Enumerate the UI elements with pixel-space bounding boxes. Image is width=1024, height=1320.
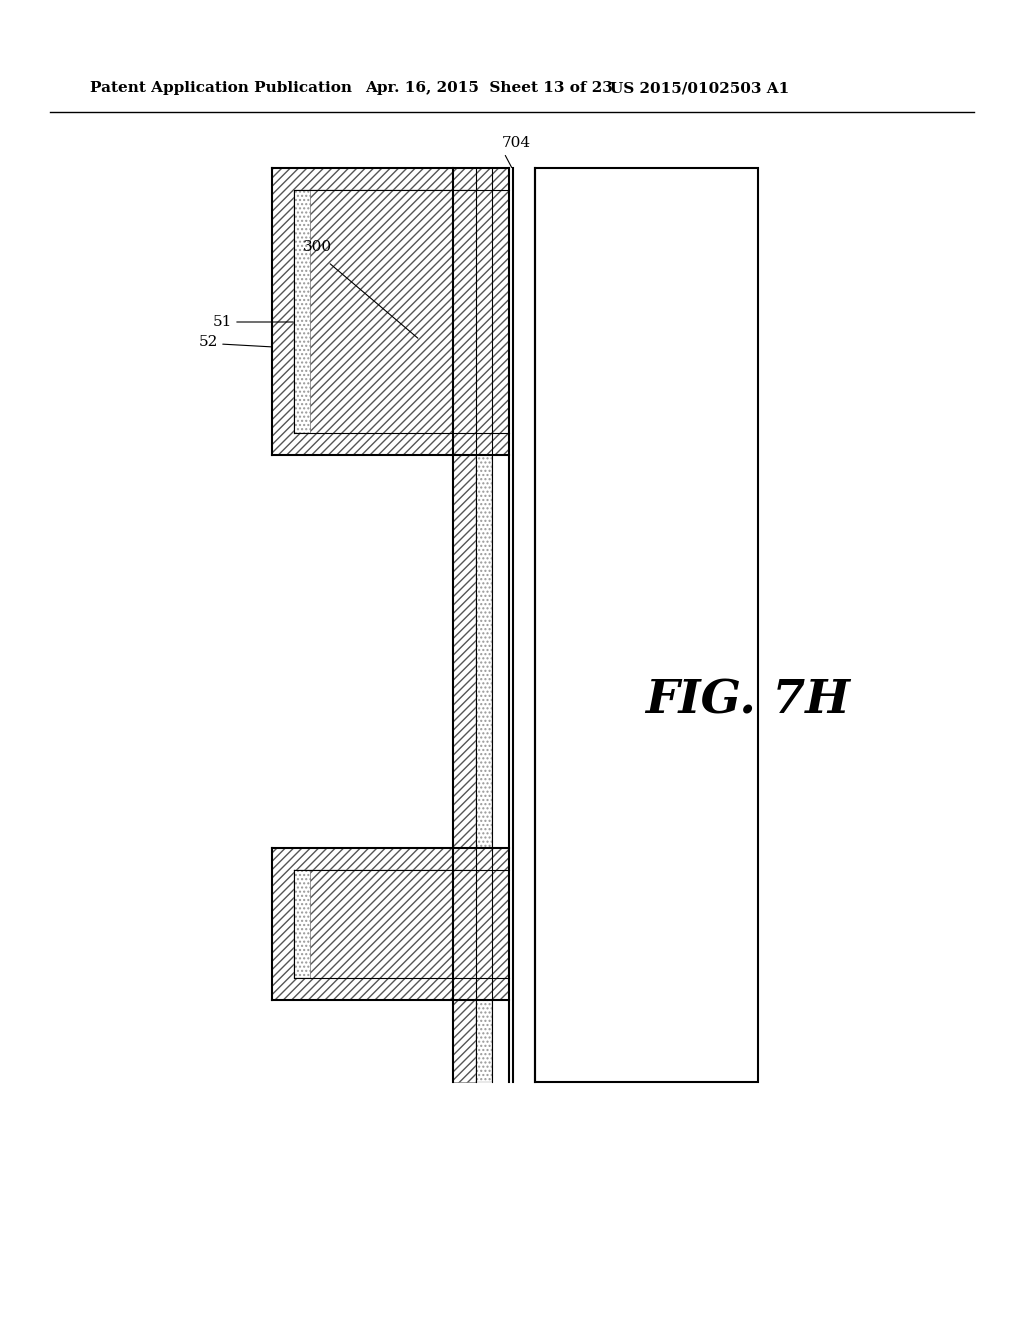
Text: Patent Application Publication: Patent Application Publication [90, 81, 352, 95]
Bar [535, 168, 758, 1082]
Text: 52: 52 [199, 335, 218, 348]
Bar [453, 168, 476, 1082]
Text: 51: 51 [213, 315, 232, 329]
Bar [310, 190, 492, 433]
Bar [476, 168, 492, 1082]
Bar [294, 190, 476, 433]
Bar [272, 847, 509, 1001]
Bar [310, 870, 492, 978]
Text: Apr. 16, 2015  Sheet 13 of 23: Apr. 16, 2015 Sheet 13 of 23 [365, 81, 613, 95]
Text: 704: 704 [502, 136, 531, 150]
Text: US 2015/0102503 A1: US 2015/0102503 A1 [610, 81, 790, 95]
Bar [294, 870, 476, 978]
Bar [492, 168, 509, 1082]
Text: FIG. 7H: FIG. 7H [645, 677, 850, 723]
Text: 300: 300 [303, 240, 332, 253]
Bar [272, 168, 509, 455]
